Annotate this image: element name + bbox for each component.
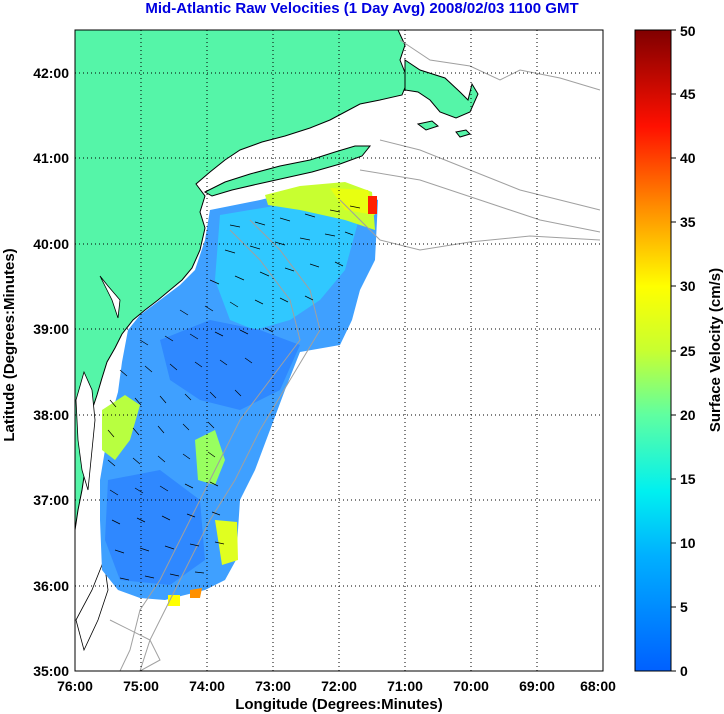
colorbar-tick-label: 25 <box>680 343 696 359</box>
x-tick-label: 72:00 <box>321 678 357 694</box>
chesapeake-bay <box>75 370 96 491</box>
current-vectors <box>107 205 361 581</box>
colorbar-tick-label: 20 <box>680 407 696 423</box>
x-tick-label: 68:00 <box>580 678 616 694</box>
y-tick-label: 42:00 <box>33 65 69 81</box>
y-axis-title: Latitude (Degrees:Minutes) <box>1 248 18 441</box>
colorbar-tick-label: 0 <box>680 663 688 679</box>
bathymetry-contours <box>109 39 601 671</box>
island <box>455 129 471 138</box>
colorbar-tick-label: 40 <box>680 150 696 166</box>
y-tick-label: 41:00 <box>33 150 69 166</box>
y-tick-label: 35:00 <box>33 663 69 679</box>
x-axis-title: Longitude (Degrees:Minutes) <box>235 696 443 713</box>
colorbar-ticks <box>671 29 676 672</box>
y-tick-label: 38:00 <box>33 407 69 423</box>
colorbar-tick-label: 30 <box>680 278 696 294</box>
graticule <box>75 30 603 671</box>
delaware-bay <box>99 275 121 319</box>
y-tick-label: 37:00 <box>33 492 69 508</box>
colorbar-tick-label: 15 <box>680 471 696 487</box>
pamlico-sound <box>75 558 109 652</box>
colorbar-tick-label: 50 <box>680 23 696 39</box>
colorbar-labels: 0 5 10 15 20 25 30 35 40 45 50 <box>680 23 696 679</box>
x-tick-label: 73:00 <box>255 678 291 694</box>
y-tick-label: 36:00 <box>33 578 69 594</box>
x-tick-label: 76:00 <box>57 678 93 694</box>
x-tick-label: 71:00 <box>387 678 423 694</box>
y-tick-label: 39:00 <box>33 321 69 337</box>
x-tick-label: 74:00 <box>189 678 225 694</box>
colorbar-tick-label: 5 <box>680 599 688 615</box>
y-axis-ticks: 35:00 36:00 37:00 38:00 39:00 40:00 41:0… <box>33 65 69 679</box>
x-axis-ticks: 76:00 75:00 74:00 73:00 72:00 71:00 70:0… <box>57 678 616 694</box>
y-tick-label: 40:00 <box>33 236 69 252</box>
island <box>416 120 440 131</box>
x-tick-label: 75:00 <box>123 678 159 694</box>
long-island <box>203 145 372 197</box>
map-title: Mid-Atlantic Raw Velocities (1 Day Avg) … <box>145 0 579 17</box>
colorbar-tick-label: 35 <box>680 214 696 230</box>
plot-frame <box>74 29 604 672</box>
colorbar-tick-label: 45 <box>680 86 696 102</box>
x-tick-label: 70:00 <box>453 678 489 694</box>
x-tick-label: 69:00 <box>519 678 555 694</box>
colorbar-title: Surface Velocity (cm/s) <box>707 268 724 432</box>
cape-cod <box>404 59 479 119</box>
colorbar-tick-label: 10 <box>680 535 696 551</box>
colorbar <box>634 29 672 672</box>
